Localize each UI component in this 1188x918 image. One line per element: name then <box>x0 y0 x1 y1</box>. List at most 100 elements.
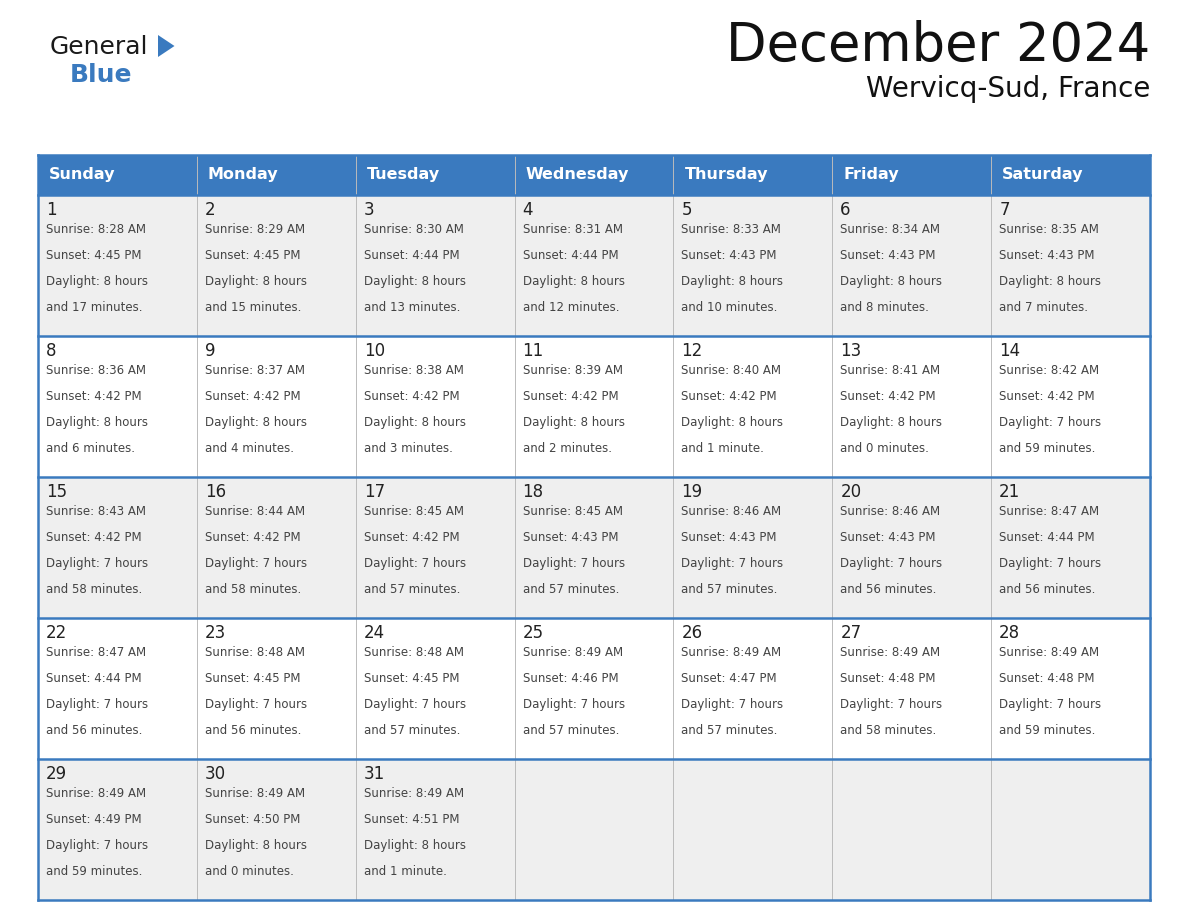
Text: 27: 27 <box>840 624 861 642</box>
Text: Daylight: 7 hours: Daylight: 7 hours <box>840 698 942 711</box>
Text: Daylight: 8 hours: Daylight: 8 hours <box>682 416 783 429</box>
Text: Sunset: 4:43 PM: Sunset: 4:43 PM <box>840 531 936 544</box>
Text: 17: 17 <box>364 483 385 501</box>
Text: Saturday: Saturday <box>1003 167 1083 183</box>
Text: Daylight: 7 hours: Daylight: 7 hours <box>523 557 625 570</box>
Text: Daylight: 8 hours: Daylight: 8 hours <box>46 274 148 288</box>
Text: Sunrise: 8:47 AM: Sunrise: 8:47 AM <box>46 646 146 659</box>
Text: and 12 minutes.: and 12 minutes. <box>523 301 619 314</box>
Text: Sunset: 4:44 PM: Sunset: 4:44 PM <box>523 249 618 262</box>
Bar <box>197 155 355 195</box>
Text: Sunrise: 8:34 AM: Sunrise: 8:34 AM <box>840 223 940 236</box>
Text: and 57 minutes.: and 57 minutes. <box>682 724 778 737</box>
Text: 23: 23 <box>204 624 226 642</box>
Bar <box>833 155 991 195</box>
Text: Sunrise: 8:49 AM: Sunrise: 8:49 AM <box>682 646 782 659</box>
Text: 7: 7 <box>999 201 1010 219</box>
Text: Daylight: 7 hours: Daylight: 7 hours <box>364 698 466 711</box>
Text: and 2 minutes.: and 2 minutes. <box>523 442 612 454</box>
Text: Daylight: 8 hours: Daylight: 8 hours <box>840 274 942 288</box>
Text: Daylight: 8 hours: Daylight: 8 hours <box>364 839 466 852</box>
Text: 16: 16 <box>204 483 226 501</box>
Text: 8: 8 <box>46 342 57 360</box>
Text: General: General <box>50 35 148 59</box>
Text: Sunrise: 8:45 AM: Sunrise: 8:45 AM <box>523 505 623 518</box>
Text: Sunset: 4:45 PM: Sunset: 4:45 PM <box>204 249 301 262</box>
Text: Sunset: 4:42 PM: Sunset: 4:42 PM <box>46 390 141 403</box>
Text: 3: 3 <box>364 201 374 219</box>
Text: and 57 minutes.: and 57 minutes. <box>523 583 619 596</box>
Text: 11: 11 <box>523 342 544 360</box>
Text: Monday: Monday <box>208 167 279 183</box>
Text: Friday: Friday <box>843 167 899 183</box>
Text: Sunrise: 8:35 AM: Sunrise: 8:35 AM <box>999 223 1099 236</box>
Text: Sunset: 4:43 PM: Sunset: 4:43 PM <box>523 531 618 544</box>
Text: Daylight: 7 hours: Daylight: 7 hours <box>364 557 466 570</box>
Text: Tuesday: Tuesday <box>367 167 440 183</box>
Text: Daylight: 8 hours: Daylight: 8 hours <box>364 416 466 429</box>
Text: and 56 minutes.: and 56 minutes. <box>204 724 302 737</box>
Text: Sunrise: 8:46 AM: Sunrise: 8:46 AM <box>840 505 941 518</box>
Text: Daylight: 8 hours: Daylight: 8 hours <box>204 839 307 852</box>
Text: Sunrise: 8:41 AM: Sunrise: 8:41 AM <box>840 364 941 377</box>
Text: and 59 minutes.: and 59 minutes. <box>999 442 1095 454</box>
Text: Wervicq-Sud, France: Wervicq-Sud, France <box>866 75 1150 103</box>
Text: Daylight: 8 hours: Daylight: 8 hours <box>682 274 783 288</box>
Text: Sunset: 4:42 PM: Sunset: 4:42 PM <box>364 531 460 544</box>
Text: and 1 minute.: and 1 minute. <box>364 865 447 878</box>
Text: Sunrise: 8:49 AM: Sunrise: 8:49 AM <box>523 646 623 659</box>
Text: Daylight: 7 hours: Daylight: 7 hours <box>204 557 307 570</box>
Bar <box>991 155 1150 195</box>
Text: Daylight: 7 hours: Daylight: 7 hours <box>999 557 1101 570</box>
Text: Sunset: 4:43 PM: Sunset: 4:43 PM <box>999 249 1094 262</box>
Text: Sunrise: 8:49 AM: Sunrise: 8:49 AM <box>364 787 463 800</box>
Text: Daylight: 7 hours: Daylight: 7 hours <box>999 416 1101 429</box>
Bar <box>38 195 1150 336</box>
Text: Sunrise: 8:46 AM: Sunrise: 8:46 AM <box>682 505 782 518</box>
Text: 29: 29 <box>46 765 68 783</box>
Text: Sunrise: 8:40 AM: Sunrise: 8:40 AM <box>682 364 782 377</box>
Text: Sunset: 4:46 PM: Sunset: 4:46 PM <box>523 672 618 685</box>
Text: 20: 20 <box>840 483 861 501</box>
Text: 18: 18 <box>523 483 544 501</box>
Bar <box>38 618 1150 759</box>
Text: Daylight: 8 hours: Daylight: 8 hours <box>204 274 307 288</box>
Text: Sunset: 4:43 PM: Sunset: 4:43 PM <box>682 249 777 262</box>
Text: Sunrise: 8:43 AM: Sunrise: 8:43 AM <box>46 505 146 518</box>
Text: and 58 minutes.: and 58 minutes. <box>840 724 936 737</box>
Text: and 6 minutes.: and 6 minutes. <box>46 442 135 454</box>
Text: Sunrise: 8:39 AM: Sunrise: 8:39 AM <box>523 364 623 377</box>
Text: Daylight: 7 hours: Daylight: 7 hours <box>523 698 625 711</box>
Bar <box>38 155 197 195</box>
Text: 30: 30 <box>204 765 226 783</box>
Text: Daylight: 8 hours: Daylight: 8 hours <box>523 416 625 429</box>
Text: Thursday: Thursday <box>684 167 769 183</box>
Text: Sunrise: 8:47 AM: Sunrise: 8:47 AM <box>999 505 1099 518</box>
Text: Daylight: 7 hours: Daylight: 7 hours <box>46 698 148 711</box>
Text: Sunrise: 8:33 AM: Sunrise: 8:33 AM <box>682 223 782 236</box>
Text: Wednesday: Wednesday <box>526 167 630 183</box>
Text: and 8 minutes.: and 8 minutes. <box>840 301 929 314</box>
Text: and 56 minutes.: and 56 minutes. <box>46 724 143 737</box>
Text: and 58 minutes.: and 58 minutes. <box>46 583 143 596</box>
Text: Daylight: 7 hours: Daylight: 7 hours <box>682 557 784 570</box>
Text: Sunset: 4:45 PM: Sunset: 4:45 PM <box>204 672 301 685</box>
Text: 13: 13 <box>840 342 861 360</box>
Text: Daylight: 7 hours: Daylight: 7 hours <box>999 698 1101 711</box>
Text: Sunset: 4:44 PM: Sunset: 4:44 PM <box>364 249 460 262</box>
Text: Sunset: 4:44 PM: Sunset: 4:44 PM <box>46 672 141 685</box>
Text: Sunset: 4:43 PM: Sunset: 4:43 PM <box>682 531 777 544</box>
Text: Sunset: 4:42 PM: Sunset: 4:42 PM <box>999 390 1095 403</box>
Text: Daylight: 7 hours: Daylight: 7 hours <box>46 839 148 852</box>
Text: and 57 minutes.: and 57 minutes. <box>364 583 460 596</box>
Text: Daylight: 8 hours: Daylight: 8 hours <box>523 274 625 288</box>
Text: Sunset: 4:45 PM: Sunset: 4:45 PM <box>364 672 460 685</box>
Text: Sunset: 4:42 PM: Sunset: 4:42 PM <box>523 390 618 403</box>
Text: Sunset: 4:48 PM: Sunset: 4:48 PM <box>840 672 936 685</box>
Text: Sunset: 4:43 PM: Sunset: 4:43 PM <box>840 249 936 262</box>
Text: and 56 minutes.: and 56 minutes. <box>999 583 1095 596</box>
Text: Sunrise: 8:49 AM: Sunrise: 8:49 AM <box>999 646 1099 659</box>
Text: Sunrise: 8:48 AM: Sunrise: 8:48 AM <box>204 646 305 659</box>
Text: and 59 minutes.: and 59 minutes. <box>46 865 143 878</box>
Bar <box>674 155 833 195</box>
